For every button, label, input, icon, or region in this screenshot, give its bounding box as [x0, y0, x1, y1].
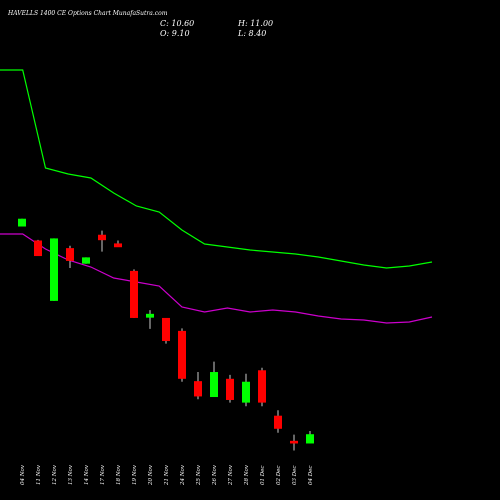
x-tick-label: 25 Nov: [196, 464, 202, 486]
x-tick-label: 02 Dec: [276, 466, 282, 486]
x-tick-label: 18 Nov: [116, 464, 122, 485]
close-readout: C: 10.60: [160, 19, 194, 28]
x-tick-label: 21 Nov: [164, 464, 170, 486]
upper-line-series: [0, 69, 433, 269]
candle-body: [66, 248, 74, 261]
candle: [18, 218, 26, 227]
x-tick-label: 04 Dec: [308, 466, 314, 486]
candle: [162, 317, 170, 344]
candle: [226, 374, 234, 403]
candle-body: [178, 330, 186, 379]
candle-body: [82, 257, 90, 264]
x-tick-label: 14 Nov: [84, 464, 90, 485]
candle: [50, 238, 58, 301]
candle-body: [274, 415, 282, 429]
candle: [130, 269, 138, 318]
candle-body: [146, 313, 154, 318]
candle-body: [290, 440, 298, 444]
x-tick-label: 24 Nov: [180, 464, 186, 486]
candle: [210, 361, 218, 398]
candle: [274, 410, 282, 433]
x-tick-label: 20 Nov: [148, 464, 154, 486]
candle: [306, 430, 314, 444]
x-tick-label: 13 Nov: [68, 464, 74, 485]
candle: [242, 373, 250, 407]
candle-body: [162, 317, 170, 342]
x-tick-label: 01 Dec: [260, 466, 266, 486]
x-tick-label: 26 Nov: [212, 464, 218, 486]
candle: [82, 257, 90, 264]
candle: [194, 372, 202, 400]
candle-body: [226, 378, 234, 400]
candles: [18, 218, 314, 451]
indicator-lines: [0, 69, 433, 324]
x-tick-label: 03 Dec: [292, 466, 298, 486]
lower-line-series: [0, 233, 433, 324]
candle-body: [306, 434, 314, 444]
candle: [178, 328, 186, 382]
x-tick-label: 12 Nov: [52, 464, 58, 485]
x-tick-label: 19 Nov: [132, 464, 138, 485]
candle-body: [50, 238, 58, 301]
candle: [146, 310, 154, 329]
x-axis-tick-labels: 04 Nov 11 Nov 12 Nov 13 Nov 14 Nov 17 Nov 18 N…: [20, 464, 314, 486]
open-readout: O: 9.10: [160, 29, 190, 38]
low-readout: L: 8.40: [237, 29, 266, 38]
candle-body: [114, 243, 122, 248]
x-tick-label: 27 Nov: [228, 464, 234, 486]
candle: [66, 245, 74, 268]
candle: [114, 240, 122, 248]
x-tick-label: 28 Nov: [244, 464, 250, 486]
candle: [34, 239, 42, 257]
candle-body: [194, 381, 202, 397]
x-tick-label: 17 Nov: [100, 464, 106, 485]
chart-title: HAVELLS 1400 CE Options Chart MunafaSutr…: [7, 10, 168, 17]
candle-body: [18, 218, 26, 227]
candle-body: [98, 234, 106, 241]
candle-body: [258, 370, 266, 403]
candle-body: [34, 240, 42, 257]
high-readout: H: 11.00: [237, 19, 273, 28]
candle: [258, 367, 266, 407]
x-tick-label: 11 Nov: [36, 464, 42, 485]
candle: [98, 230, 106, 252]
candle-body: [130, 270, 138, 318]
candle-body: [210, 372, 218, 398]
x-tick-label: 04 Nov: [20, 464, 26, 485]
candle: [290, 434, 298, 451]
candle-body: [242, 381, 250, 403]
